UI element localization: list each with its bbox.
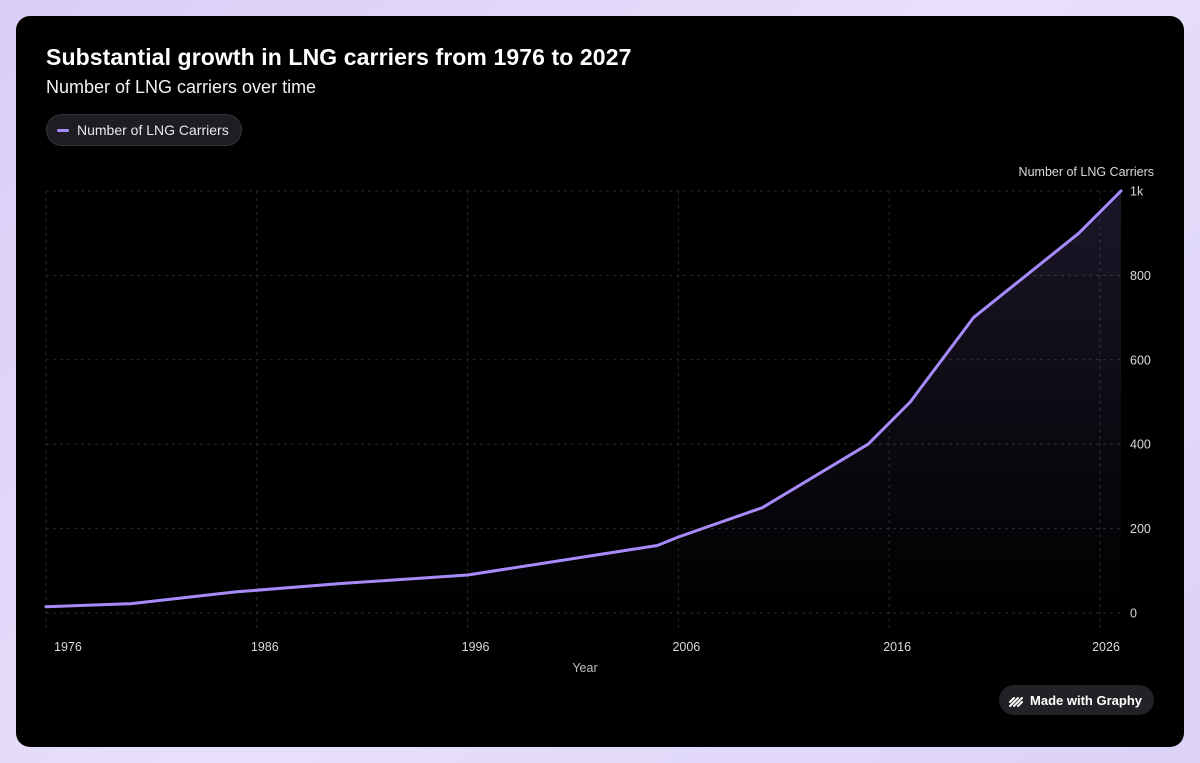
y-tick-label: 400: [1130, 438, 1151, 452]
series-area: [46, 191, 1121, 613]
legend-line-swatch: [57, 128, 69, 132]
x-axis-title: Year: [572, 661, 597, 675]
x-tick-label: 1986: [251, 640, 279, 654]
line-chart: Number of LNG Carriers Year 0 200 400 600 80…: [44, 165, 1154, 675]
x-tick-label: 1976: [54, 640, 82, 654]
y-tick-label: 600: [1130, 353, 1151, 367]
line-layer: [44, 189, 1123, 609]
y-tick-label: 1k: [1130, 185, 1144, 199]
graphy-logo-icon: [1009, 697, 1024, 707]
x-tick-label: 2026: [1092, 640, 1120, 654]
series-line: [44, 189, 1123, 609]
x-tick-label: 1996: [462, 640, 490, 654]
axes: Number of LNG Carriers Year 0 200 400 600 80…: [54, 165, 1154, 675]
legend-label: Number of LNG Carriers: [77, 122, 229, 138]
y-tick-label: 0: [1130, 607, 1137, 621]
y-axis-title: Number of LNG Carriers: [1019, 165, 1154, 179]
x-tick-label: 2006: [672, 640, 700, 654]
legend-item-number-of-lng-carriers[interactable]: Number of LNG Carriers: [46, 114, 242, 146]
y-tick-label: 200: [1130, 522, 1151, 536]
badge-label: Made with Graphy: [1030, 692, 1142, 708]
chart-subtitle: Number of LNG carriers over time: [46, 77, 317, 97]
area-layer: [46, 191, 1121, 613]
x-tick-label: 2016: [883, 640, 911, 654]
chart-card: Substantial growth in LNG carriers from …: [16, 16, 1184, 747]
chart-title: Substantial growth in LNG carriers from …: [46, 44, 632, 70]
y-tick-label: 800: [1130, 269, 1151, 283]
made-with-graphy-badge[interactable]: Made with Graphy: [999, 685, 1154, 715]
